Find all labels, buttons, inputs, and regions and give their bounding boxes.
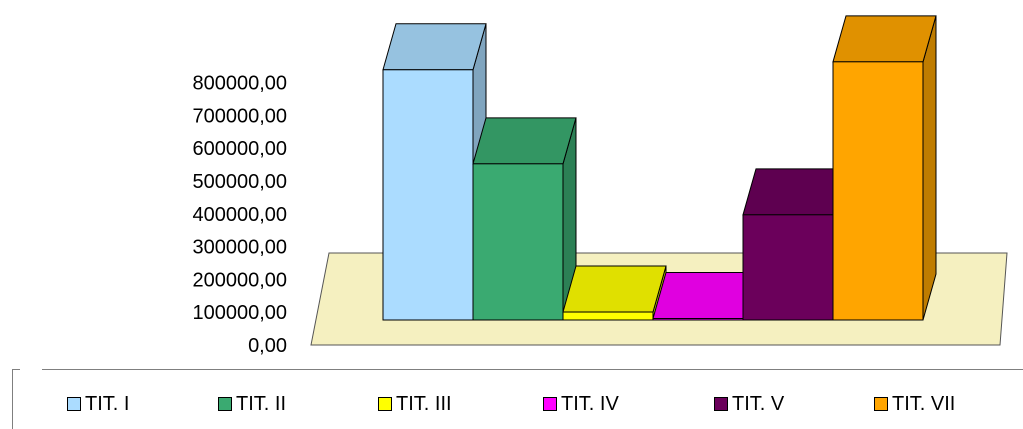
bar: [472, 117, 577, 321]
legend-swatch: [714, 397, 728, 411]
y-tick-label: 300000,00: [192, 237, 287, 259]
bar-top: [742, 168, 847, 216]
y-tick-label: 600000,00: [192, 138, 287, 160]
y-tick-label: 0,00: [248, 335, 287, 357]
bar: [742, 168, 847, 321]
legend-label: TIT. VII: [892, 392, 956, 415]
legend-frame: [12, 369, 1023, 429]
legend-item: TIT. VII: [874, 392, 955, 416]
bar-front: [382, 69, 474, 321]
legend-label: TIT. I: [85, 392, 130, 415]
bar-top: [472, 117, 577, 165]
bar-top: [652, 272, 757, 319]
y-axis: 0,00 100000,00 200000,00 300000,00 400000,00…: [192, 73, 287, 357]
bar-front: [472, 163, 564, 321]
y-tick-label: 100000,00: [192, 302, 287, 324]
bar: [562, 265, 667, 321]
legend-label: TIT. V: [732, 392, 785, 415]
bar-front: [742, 214, 834, 321]
bar-front: [562, 311, 654, 321]
legend-label: TIT. III: [396, 392, 452, 415]
bar: [832, 15, 937, 321]
bar-front: [832, 61, 924, 321]
bar: [382, 23, 487, 321]
legend-item: TIT. V: [714, 392, 784, 416]
bars: [382, 15, 937, 321]
legend-swatch: [378, 397, 392, 411]
legend-label: TIT. II: [236, 392, 286, 415]
legend-item: TIT. IV: [543, 392, 619, 416]
bar: [652, 272, 757, 321]
bar-top: [382, 23, 487, 71]
y-tick-label: 700000,00: [192, 105, 287, 127]
legend-item: TIT. III: [378, 392, 452, 416]
bar-top: [832, 15, 937, 63]
legend-swatch: [874, 397, 888, 411]
y-tick-label: 200000,00: [192, 269, 287, 291]
legend-item: TIT. I: [67, 392, 129, 416]
y-tick-label: 400000,00: [192, 204, 287, 226]
y-tick-label: 500000,00: [192, 171, 287, 193]
bar-front: [652, 318, 744, 321]
legend-swatch: [543, 397, 557, 411]
y-tick-label: 800000,00: [192, 73, 287, 95]
legend-swatch: [67, 397, 81, 411]
legend-item: TIT. II: [218, 392, 286, 416]
bar-chart: 0,00 100000,00 200000,00 300000,00 400000,00…: [192, 15, 1008, 357]
legend-swatch: [218, 397, 232, 411]
bar-top: [562, 265, 667, 313]
legend-label: TIT. IV: [561, 392, 619, 415]
bar-side: [922, 15, 937, 321]
